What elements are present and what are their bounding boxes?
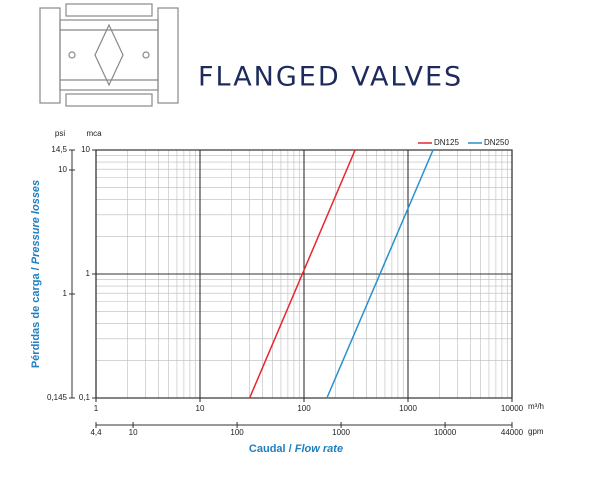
x2-tick-label: 1000 — [332, 428, 350, 437]
y-unit: mca — [86, 129, 102, 138]
y2-unit: psi — [55, 129, 65, 138]
legend-label: DN125 — [434, 138, 459, 147]
x2-tick-label: 4,4 — [90, 428, 102, 437]
x-unit: m³/h — [528, 402, 544, 411]
y-axis-title: Pérdidas de carga / Pressure losses — [30, 180, 42, 368]
y-tick-label: 10 — [81, 145, 90, 154]
x-tick-label: 1000 — [399, 404, 417, 413]
series-line — [248, 149, 356, 399]
y-title-a: Pérdidas de carga / — [30, 267, 42, 368]
x2-unit: gpm — [528, 427, 544, 436]
y-title-b: Pressure losses — [30, 180, 42, 264]
plot-frame — [95, 149, 513, 399]
x2-tick-label: 100 — [230, 428, 244, 437]
y2-tick-label: 14,5 — [51, 145, 67, 154]
x2-tick-label: 44000 — [501, 428, 524, 437]
y2-tick-label: 10 — [58, 165, 67, 174]
page-title: FLANGED VALVES — [198, 62, 463, 93]
x2-tick-label: 10 — [129, 428, 138, 437]
x-tick-label: 1 — [94, 404, 99, 413]
x2-tick-label: 10000 — [434, 428, 457, 437]
x-tick-label: 10000 — [501, 404, 524, 413]
y-tick-label: 1 — [86, 269, 91, 278]
x-tick-label: 100 — [297, 404, 311, 413]
y-tick-label: 0,1 — [79, 393, 91, 402]
x-tick-label: 10 — [196, 404, 205, 413]
x-axis-title: Caudal / Flow rate — [249, 443, 343, 455]
y2-tick-label: 1 — [63, 289, 68, 298]
series-line — [326, 149, 434, 399]
valve-drawing — [39, 3, 179, 107]
y2-tick-label: 0,145 — [47, 393, 68, 402]
legend-label: DN250 — [484, 138, 509, 147]
x-title-b: Flow rate — [295, 443, 343, 455]
x-title-a: Caudal / — [249, 443, 292, 455]
